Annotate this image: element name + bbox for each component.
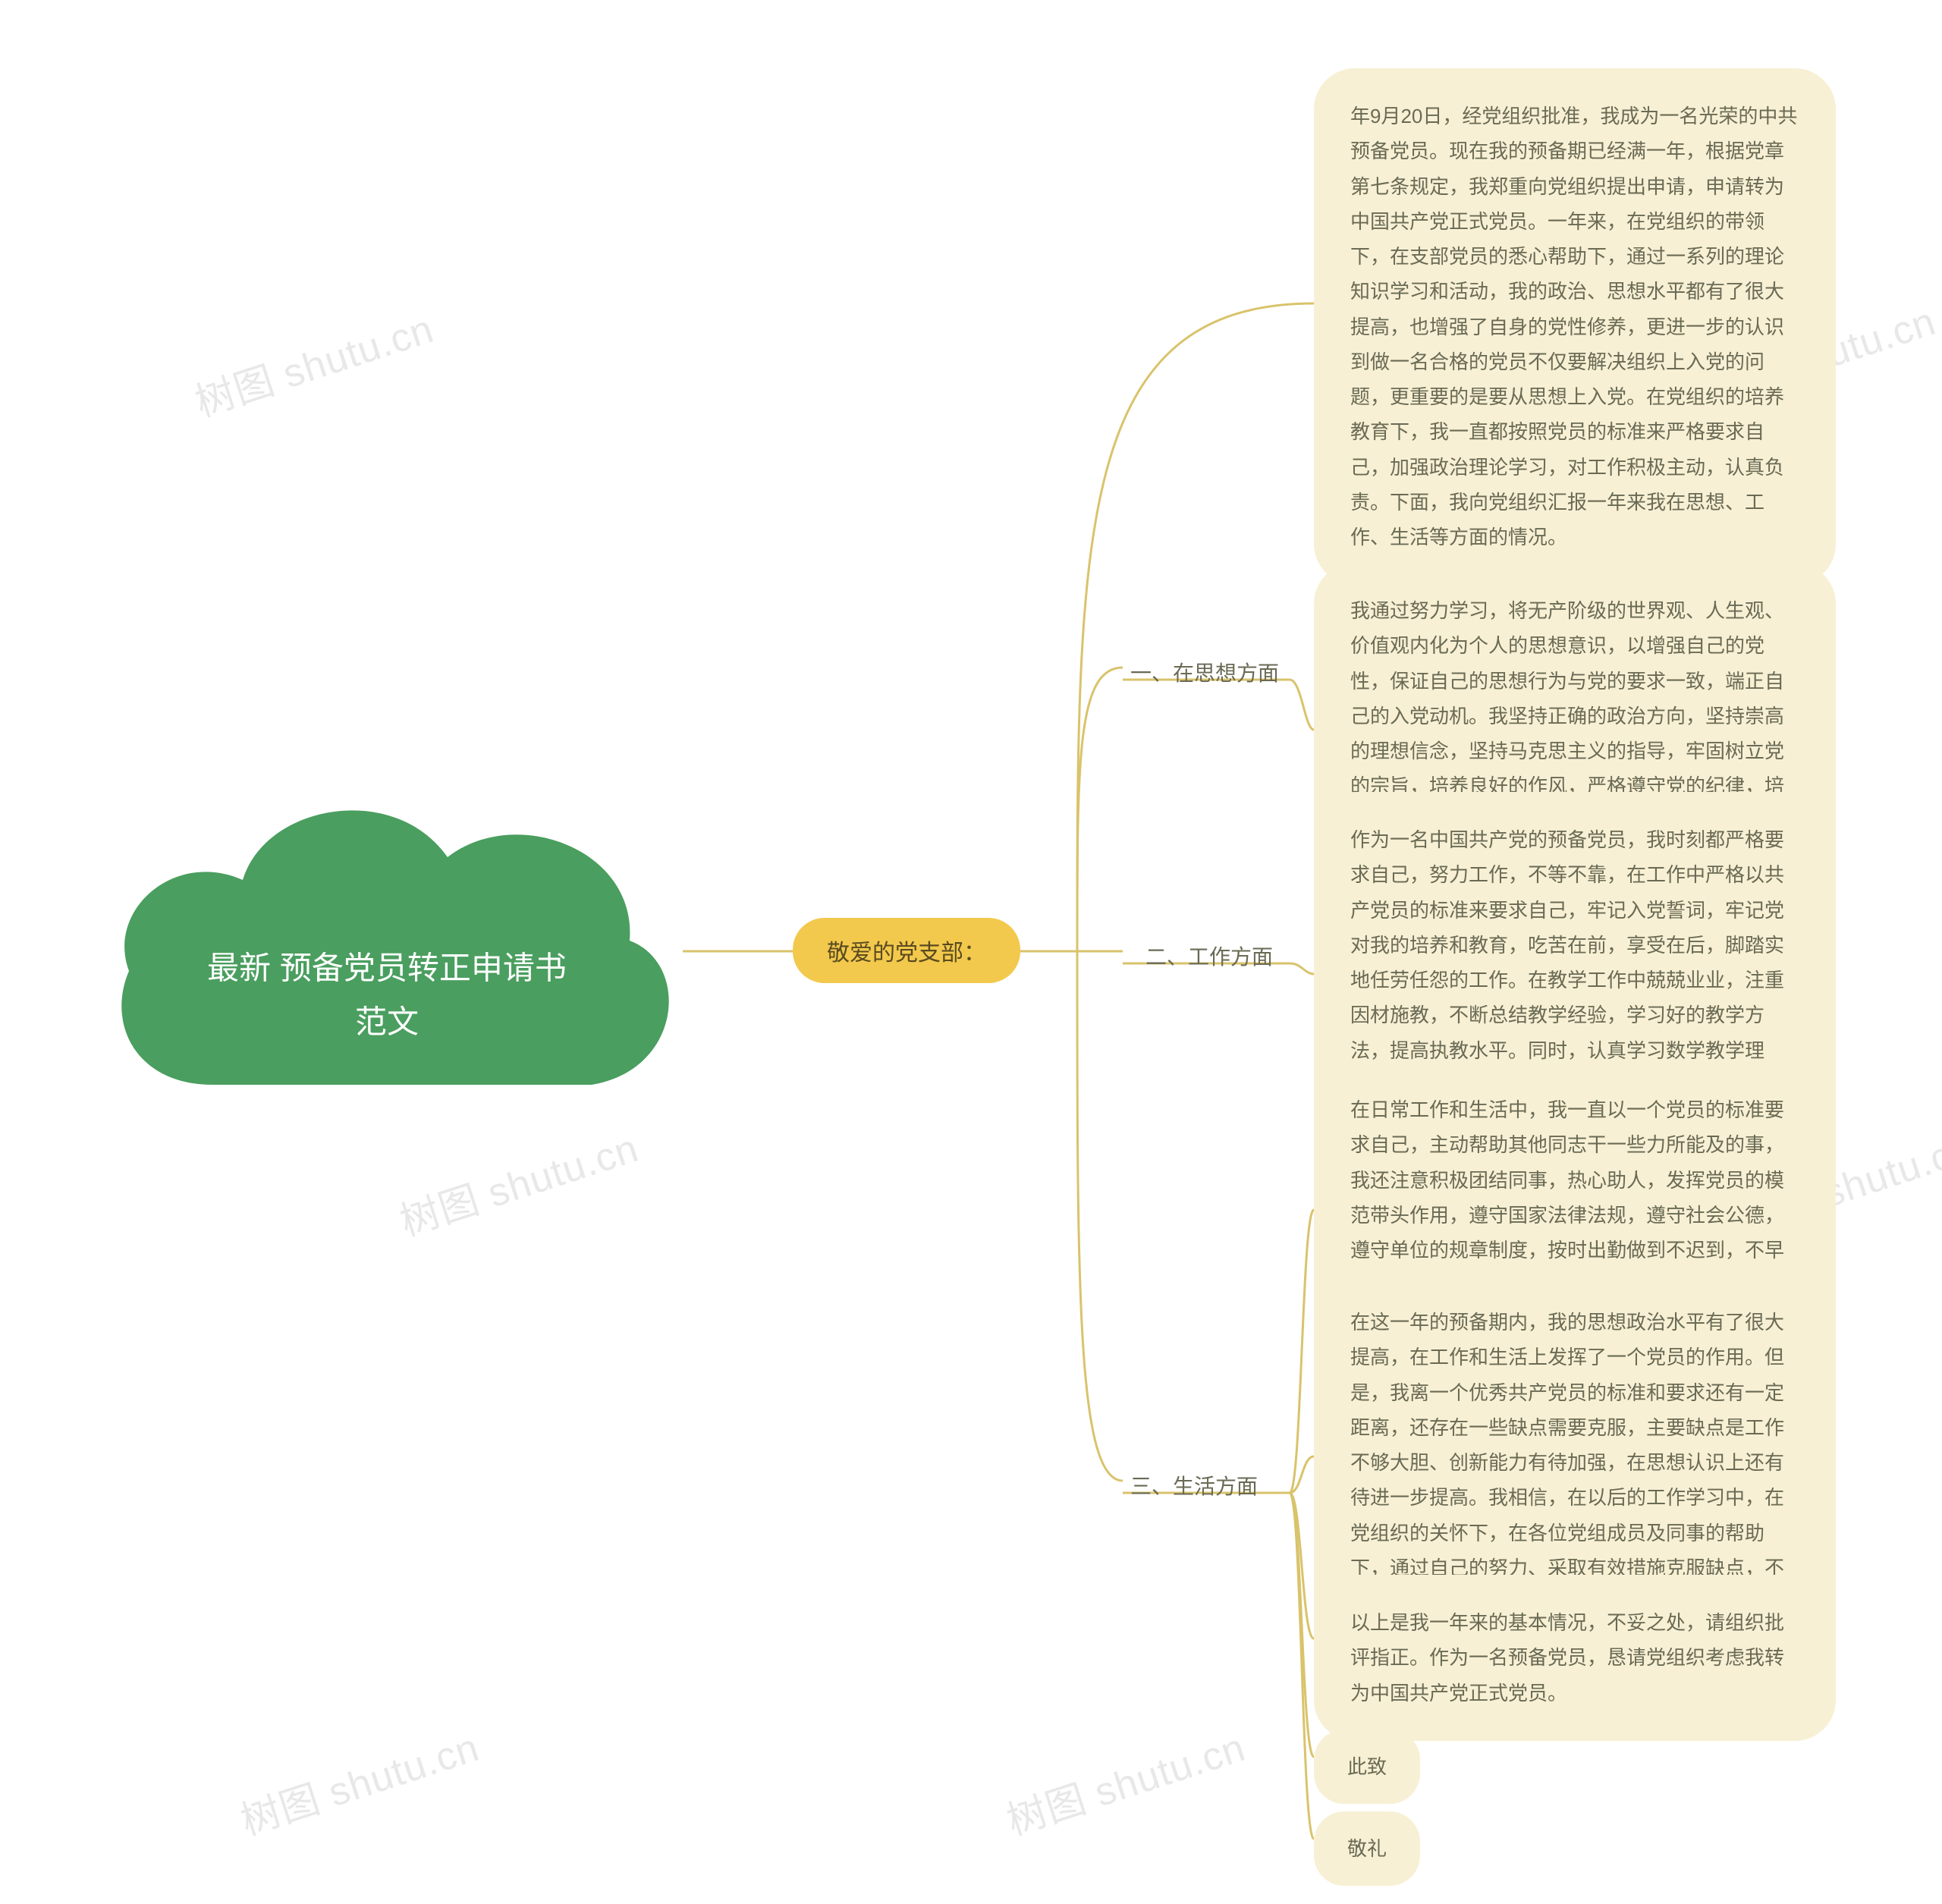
leaf-closing-1[interactable]: 此致: [1314, 1730, 1420, 1804]
leaf-intro[interactable]: 年9月20日，经党组织批准，我成为一名光荣的中共预备党员。现在我的预备期已经满一…: [1314, 68, 1836, 585]
branch-1-label[interactable]: 一、在思想方面: [1130, 657, 1279, 687]
watermark: 树图 shutu.cn: [998, 1715, 1251, 1846]
hub-node[interactable]: 敬爱的党支部：: [793, 918, 1020, 983]
root-title: 最新 预备党员转正申请书 范文: [91, 941, 683, 1049]
leaf-life-c[interactable]: 以上是我一年来的基本情况，不妥之处，请组织批评指正。作为一名预备党员，恳请党组织…: [1314, 1575, 1836, 1741]
root-title-line2: 范文: [182, 995, 592, 1049]
root-title-line1: 最新 预备党员转正申请书: [182, 941, 592, 994]
watermark: 树图 shutu.cn: [187, 297, 439, 427]
root-node[interactable]: 最新 预备党员转正申请书 范文: [91, 766, 683, 1161]
watermark: 树图 shutu.cn: [232, 1715, 485, 1846]
leaf-closing-2[interactable]: 敬礼: [1314, 1811, 1420, 1886]
branch-3-label[interactable]: 三、生活方面: [1130, 1470, 1258, 1500]
branch-2-label[interactable]: 二、工作方面: [1145, 941, 1273, 971]
hub-label: 敬爱的党支部：: [827, 934, 986, 967]
